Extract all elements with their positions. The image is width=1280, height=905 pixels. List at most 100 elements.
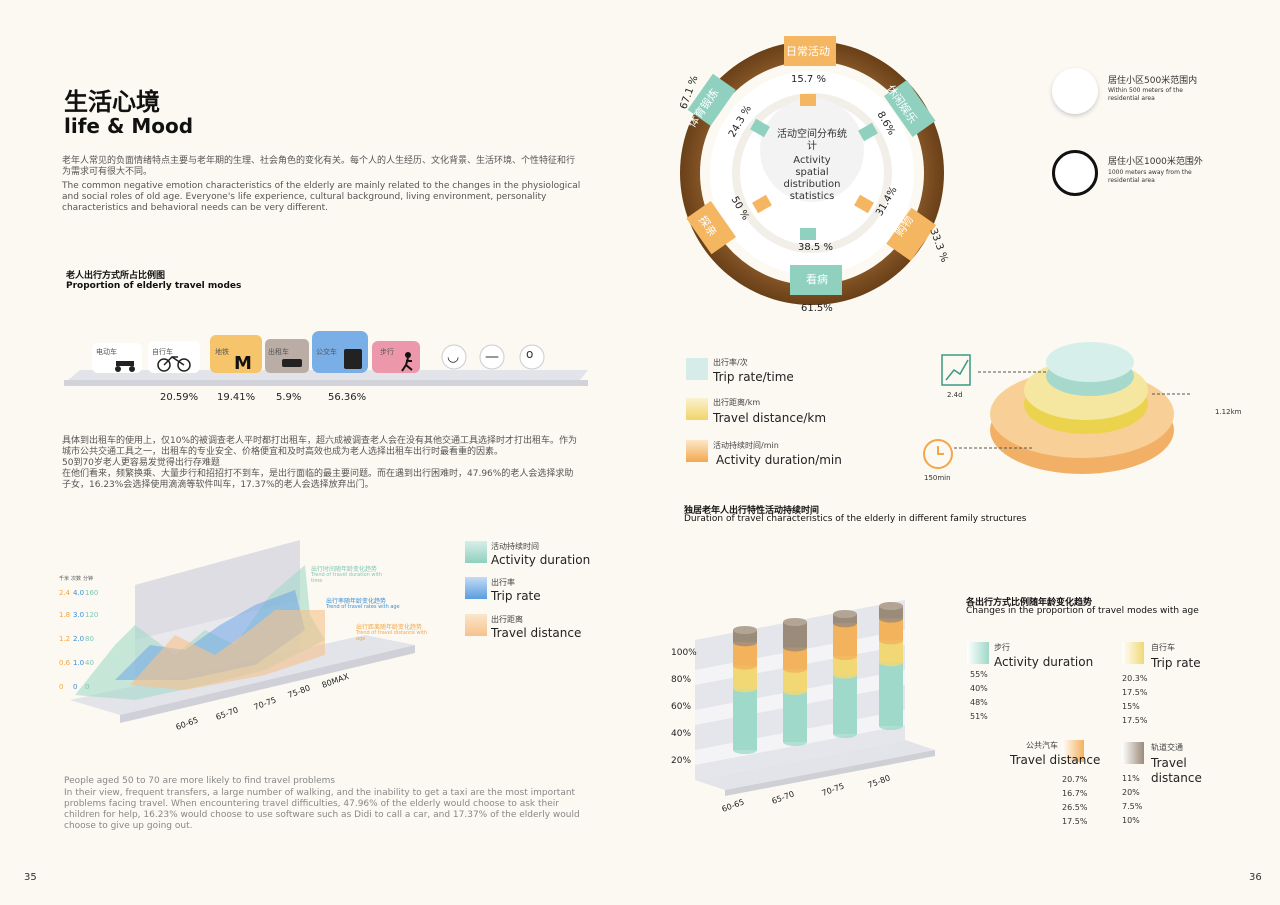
stack-legend-distance-cn: 出行距离/km xyxy=(713,398,761,407)
mode-label-metro: 地铁 xyxy=(215,348,229,356)
legend-1000m-en: 1000 meters away from the residential ar… xyxy=(1108,169,1192,184)
unit-min: 分钟 xyxy=(83,575,93,582)
svg-text:40: 40 xyxy=(85,659,94,667)
bar-segment xyxy=(879,618,903,645)
mode-walk xyxy=(372,341,420,373)
legend-swatch-rate xyxy=(465,577,487,599)
bar-segment xyxy=(833,614,857,628)
svg-text:0: 0 xyxy=(73,683,77,691)
ring-center-en: Activity spatial distribution statistics xyxy=(783,155,841,202)
bar-top xyxy=(783,618,807,626)
bar-segment xyxy=(783,691,807,746)
x-category-label: 60-65 xyxy=(721,797,746,813)
surprised-face-icon: o xyxy=(526,347,534,361)
neutral-face-icon: — xyxy=(485,349,499,365)
travel-modes-title-en: Proportion of elderly travel modes xyxy=(66,281,242,291)
series-name-en: Activity duration xyxy=(994,655,1094,669)
anno-distance-en: Trend of travel distance with age xyxy=(356,630,428,642)
mode-bicycle xyxy=(148,341,200,373)
series-name-en: Trip rate xyxy=(1151,656,1201,670)
bar-segment xyxy=(733,665,757,693)
svg-text:1.0: 1.0 xyxy=(73,659,84,667)
legend-1000m-circle xyxy=(1052,150,1098,196)
stack-title-en: Duration of travel characteristics of th… xyxy=(684,514,1027,524)
ring-outer-3: 61.5% xyxy=(801,303,833,314)
bar-segment xyxy=(879,640,903,667)
legend-500m-cn: 居住小区500米范围内 xyxy=(1108,76,1198,86)
legend-swatch-distance xyxy=(465,614,487,636)
svg-text:0.6: 0.6 xyxy=(59,659,71,667)
svg-text:1.2: 1.2 xyxy=(59,635,70,643)
legend-distance-cn: 出行距离 xyxy=(491,615,523,624)
svg-text:2.0: 2.0 xyxy=(73,635,84,643)
y-tick-label: 80% xyxy=(671,675,691,685)
bar-segment xyxy=(879,662,903,730)
series-value-label: 7.5% xyxy=(1122,802,1143,811)
series-value-label: 10% xyxy=(1122,816,1140,825)
bar-segment xyxy=(833,656,857,679)
stack-legend-duration xyxy=(686,440,708,462)
legend-rate-en: Trip rate xyxy=(491,589,541,603)
ring-inner-4: 38.5 % xyxy=(798,242,833,253)
area-chart: 千米 次数 分钟 2.4 4.0 160 1.8 3.0 120 1.2 2.0 80 0.… xyxy=(59,540,415,732)
legend-1000m-cn: 居住小区1000米范围外 xyxy=(1108,157,1203,167)
ring-inner-1: 15.7 % xyxy=(791,74,826,85)
bar-segment xyxy=(783,622,807,652)
svg-text:3.0: 3.0 xyxy=(73,611,84,619)
page-title-en: life & Mood xyxy=(64,114,194,138)
travel-modes-title-cn: 老人出行方式所占比例图 xyxy=(66,271,166,281)
series-value-label: 20% xyxy=(1122,788,1140,797)
series-name-cn: 轨道交通 xyxy=(1151,743,1183,752)
y-tick-label: 100% xyxy=(671,648,697,658)
x-category-label: 70-75 xyxy=(821,781,846,797)
taxi-text-cn: 具体到出租车的使用上，仅10%的被调查老人平时都打出租车，超六成被调查老人会在没… xyxy=(62,436,578,457)
series-name-en: Travel distance xyxy=(1010,753,1101,767)
series-swatch xyxy=(1122,642,1144,664)
page-number-right: 36 xyxy=(1249,872,1262,883)
bar-segment xyxy=(783,668,807,696)
bar-chart-title: 各出行方式比例随年龄变化趋势 xyxy=(966,598,1093,608)
stack-value-trip: 2.4d xyxy=(947,391,963,399)
ring-seg-hospital: 看病 xyxy=(806,273,828,286)
series-value-label: 17.5% xyxy=(1062,817,1088,826)
legend-duration-en: Activity duration xyxy=(491,553,591,567)
svg-text:M: M xyxy=(234,353,252,374)
svg-text:65-70: 65-70 xyxy=(215,705,240,721)
bar-top xyxy=(833,610,857,618)
series-value-label: 26.5% xyxy=(1062,803,1088,812)
bar-top xyxy=(879,602,903,610)
smile-face-icon: ◡ xyxy=(447,349,460,365)
svg-text:1.8: 1.8 xyxy=(59,611,70,619)
unit-km: 千米 xyxy=(59,575,69,582)
legend-duration-cn: 活动持续时间 xyxy=(491,542,539,551)
mode-bus xyxy=(312,331,368,373)
stack-legend-trip-cn: 出行率/次 xyxy=(713,358,748,367)
series-value-label: 17.5% xyxy=(1122,688,1148,697)
svg-text:0: 0 xyxy=(85,683,89,691)
page-number-left: 35 xyxy=(24,872,37,883)
mode-pct-2: 19.41% xyxy=(217,392,256,403)
y-tick-label: 20% xyxy=(671,756,691,766)
svg-text:0: 0 xyxy=(59,683,63,691)
stack-legend-trip-en: Trip rate/time xyxy=(713,370,794,384)
series-name-en: Travel distance xyxy=(1151,756,1202,785)
bar-segment xyxy=(733,642,757,670)
series-value-label: 40% xyxy=(970,684,988,693)
mode-label-bicycle: 自行车 xyxy=(152,348,173,356)
series-swatch xyxy=(1122,742,1144,764)
activity-ring-chart xyxy=(680,36,944,305)
anno-rate-en: Trend of travel rates with age xyxy=(326,604,400,610)
stack-legend-distance xyxy=(686,398,708,420)
mode-pct-3: 5.9% xyxy=(276,392,302,403)
svg-text:4.0: 4.0 xyxy=(73,589,84,597)
stack-legend-duration-en: Activity duration/min xyxy=(716,453,842,467)
mode-label-walk: 步行 xyxy=(380,348,394,356)
series-value-label: 48% xyxy=(970,698,988,707)
mode-metro: M xyxy=(210,335,262,374)
mode-label-taxi: 出租车 xyxy=(268,348,289,356)
stack-legend-trip xyxy=(686,358,708,380)
x-category-label: 65-70 xyxy=(771,789,796,805)
series-value-label: 20.3% xyxy=(1122,674,1148,683)
page-title-cn: 生活心境 xyxy=(64,88,160,116)
series-value-label: 51% xyxy=(970,712,988,721)
